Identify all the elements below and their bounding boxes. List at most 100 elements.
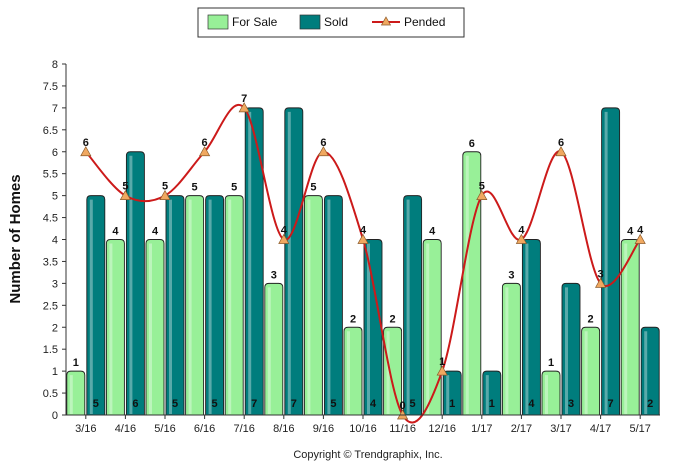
pended-series — [80, 102, 646, 424]
label-sold: 4 — [370, 398, 377, 410]
label-for-sale: 5 — [310, 182, 316, 194]
bar-sold-shape — [482, 370, 502, 416]
bar-sold-highlight — [89, 199, 93, 414]
pended-marker — [80, 146, 92, 157]
bar-sold-highlight — [485, 375, 489, 414]
bar-sold — [601, 107, 621, 416]
bar-sold-highlight — [406, 199, 410, 414]
x-axis: 3/16 4/16 5/16 6/16 7/16 8/16 9/16 10/16 11/16 12… — [75, 415, 651, 435]
bar-for-sale-highlight — [228, 199, 232, 414]
x-tick-label: 1/17 — [471, 423, 492, 435]
bar-for-sale — [501, 282, 521, 416]
bar-for-sale-highlight — [69, 375, 73, 414]
legend-swatch-sold — [299, 14, 321, 30]
label-pended: 6 — [83, 137, 89, 149]
bars — [66, 107, 660, 416]
y-tick-label: 1.5 — [43, 344, 58, 356]
label-pended: 0 — [400, 400, 406, 412]
label-pended: 6 — [558, 137, 564, 149]
bar-sold-shape — [165, 195, 185, 416]
bar-for-sale-highlight — [188, 199, 192, 414]
bar-for-sale — [264, 282, 284, 416]
bar-for-sale — [383, 326, 403, 416]
bar-for-sale-shape — [383, 326, 403, 416]
bar-sold — [205, 195, 225, 416]
label-sold: 1 — [489, 398, 495, 410]
bar-for-sale-highlight — [505, 287, 509, 414]
pended-marker — [238, 102, 250, 113]
bar-sold-highlight — [248, 111, 252, 414]
bar-sold-shape — [363, 239, 383, 416]
label-pended: 1 — [439, 356, 445, 368]
label-sold: 7 — [251, 398, 257, 410]
bar-for-sale-highlight — [307, 199, 311, 414]
bar-for-sale — [462, 151, 482, 416]
label-for-sale: 3 — [271, 269, 277, 281]
bar-for-sale — [185, 195, 205, 416]
bar-sold-shape — [403, 195, 423, 416]
bar-sold-highlight — [525, 243, 529, 414]
label-for-sale: 2 — [390, 313, 396, 325]
bar-for-sale-highlight — [545, 375, 548, 414]
legend: For Sale Sold Pended — [197, 7, 465, 38]
label-sold: 5 — [172, 398, 178, 410]
bar-for-sale — [541, 370, 561, 416]
pended-marker — [436, 365, 448, 376]
bar-sold — [244, 107, 264, 416]
bar-sold-shape — [244, 107, 264, 416]
pended-marker — [595, 277, 607, 288]
bar-for-sale-shape — [185, 195, 205, 416]
bar-for-sale-shape — [581, 326, 601, 416]
y-tick-label: 7.5 — [43, 81, 58, 93]
bar-sold-highlight — [327, 199, 331, 414]
bar-for-sale-highlight — [109, 243, 113, 414]
bar-sold — [165, 195, 185, 416]
pended-marker — [278, 233, 290, 244]
bar-sold — [561, 282, 581, 416]
data-labels: 1 5 4 6 4 5 5 5 5 7 3 7 5 5 2 4 2 5 4 1 6 1 3 4 1 3 2 7 4 2 6 5 5 6 7 4 6 4 0 1… — [73, 93, 654, 412]
bar-sold-highlight — [367, 243, 370, 414]
label-for-sale: 4 — [627, 226, 634, 238]
label-sold: 5 — [212, 398, 218, 410]
bar-sold-shape — [323, 195, 343, 416]
pended-marker — [199, 146, 211, 157]
y-tick-label: 2.5 — [43, 300, 58, 312]
bar-for-sale-shape — [343, 326, 363, 416]
label-pended: 3 — [598, 268, 604, 280]
label-pended: 4 — [281, 225, 288, 237]
bar-for-sale-shape — [66, 370, 86, 416]
x-tick-label: 9/16 — [313, 423, 334, 435]
label-sold: 5 — [93, 398, 99, 410]
label-sold: 5 — [330, 398, 336, 410]
x-tick-label: 12/16 — [428, 423, 456, 435]
pended-marker — [119, 189, 131, 200]
y-tick-label: 0 — [52, 410, 58, 422]
x-tick-label: 3/16 — [75, 423, 96, 435]
pended-marker — [317, 146, 329, 157]
label-for-sale: 5 — [231, 182, 237, 194]
y-tick-label: 2 — [52, 322, 58, 334]
x-tick-label: 7/16 — [233, 423, 254, 435]
bar-for-sale — [581, 326, 601, 416]
label-for-sale: 4 — [429, 226, 436, 238]
bar-for-sale-shape — [105, 239, 125, 416]
label-sold: 2 — [647, 398, 653, 410]
bar-for-sale-shape — [422, 239, 442, 416]
y-tick-label: 1 — [52, 366, 58, 378]
legend-marker-pended — [380, 16, 392, 26]
bar-for-sale-highlight — [584, 331, 588, 414]
y-axis: 0 0.5 1 1.5 2 2.5 3 3.5 4 4.5 5 5.5 6 6.5 7 7.5 8 — [43, 59, 66, 422]
label-for-sale: 2 — [350, 313, 356, 325]
y-tick-label: 5.5 — [43, 169, 58, 181]
label-pended: 4 — [360, 225, 367, 237]
y-tick-label: 3.5 — [43, 256, 58, 268]
bar-sold — [323, 195, 343, 416]
bar-sold-shape — [86, 195, 106, 416]
bar-sold-highlight — [446, 375, 450, 414]
y-axis-title: Number of Homes — [7, 174, 24, 303]
label-sold: 6 — [132, 398, 138, 410]
y-tick-label: 6.5 — [43, 125, 58, 137]
y-tick-label: 4 — [52, 235, 58, 247]
legend-label-sold: Sold — [324, 15, 348, 29]
